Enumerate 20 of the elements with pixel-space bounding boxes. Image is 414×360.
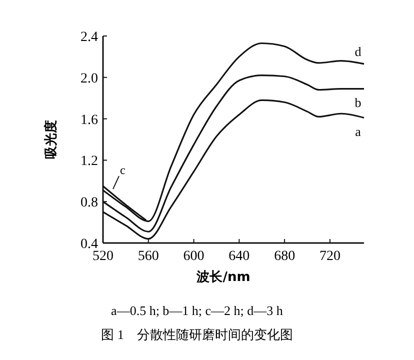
y-tick-label: 1.2 (80, 154, 98, 170)
series-label: b (354, 94, 362, 110)
series-label: d (354, 44, 362, 59)
caption: 图 1 分散性随研磨时间的变化图 (101, 327, 293, 342)
y-tick-label: 2.4 (80, 30, 98, 45)
series-label: a (355, 124, 362, 139)
x-tick-label: 720 (319, 249, 340, 264)
y-tick-label: 2.0 (80, 71, 98, 86)
x-axis-title: 波长/nm (196, 270, 250, 285)
y-tick-label: 0.4 (80, 237, 98, 252)
text: a—0.5 h; b—1 h; c—2 h; d—3 h (111, 303, 284, 318)
x-tick-label: 520 (92, 249, 114, 264)
y-tick-label: 1.6 (80, 112, 98, 128)
x-tick-label: 600 (183, 249, 204, 264)
x-tick-label: 560 (138, 249, 159, 264)
x-tick-label: 680 (274, 249, 296, 264)
y-tick-label: 0.8 (80, 196, 98, 211)
y-axis-title: 吸光度 (43, 120, 59, 159)
x-tick-label: 640 (228, 249, 250, 264)
series-label: c (120, 163, 126, 178)
